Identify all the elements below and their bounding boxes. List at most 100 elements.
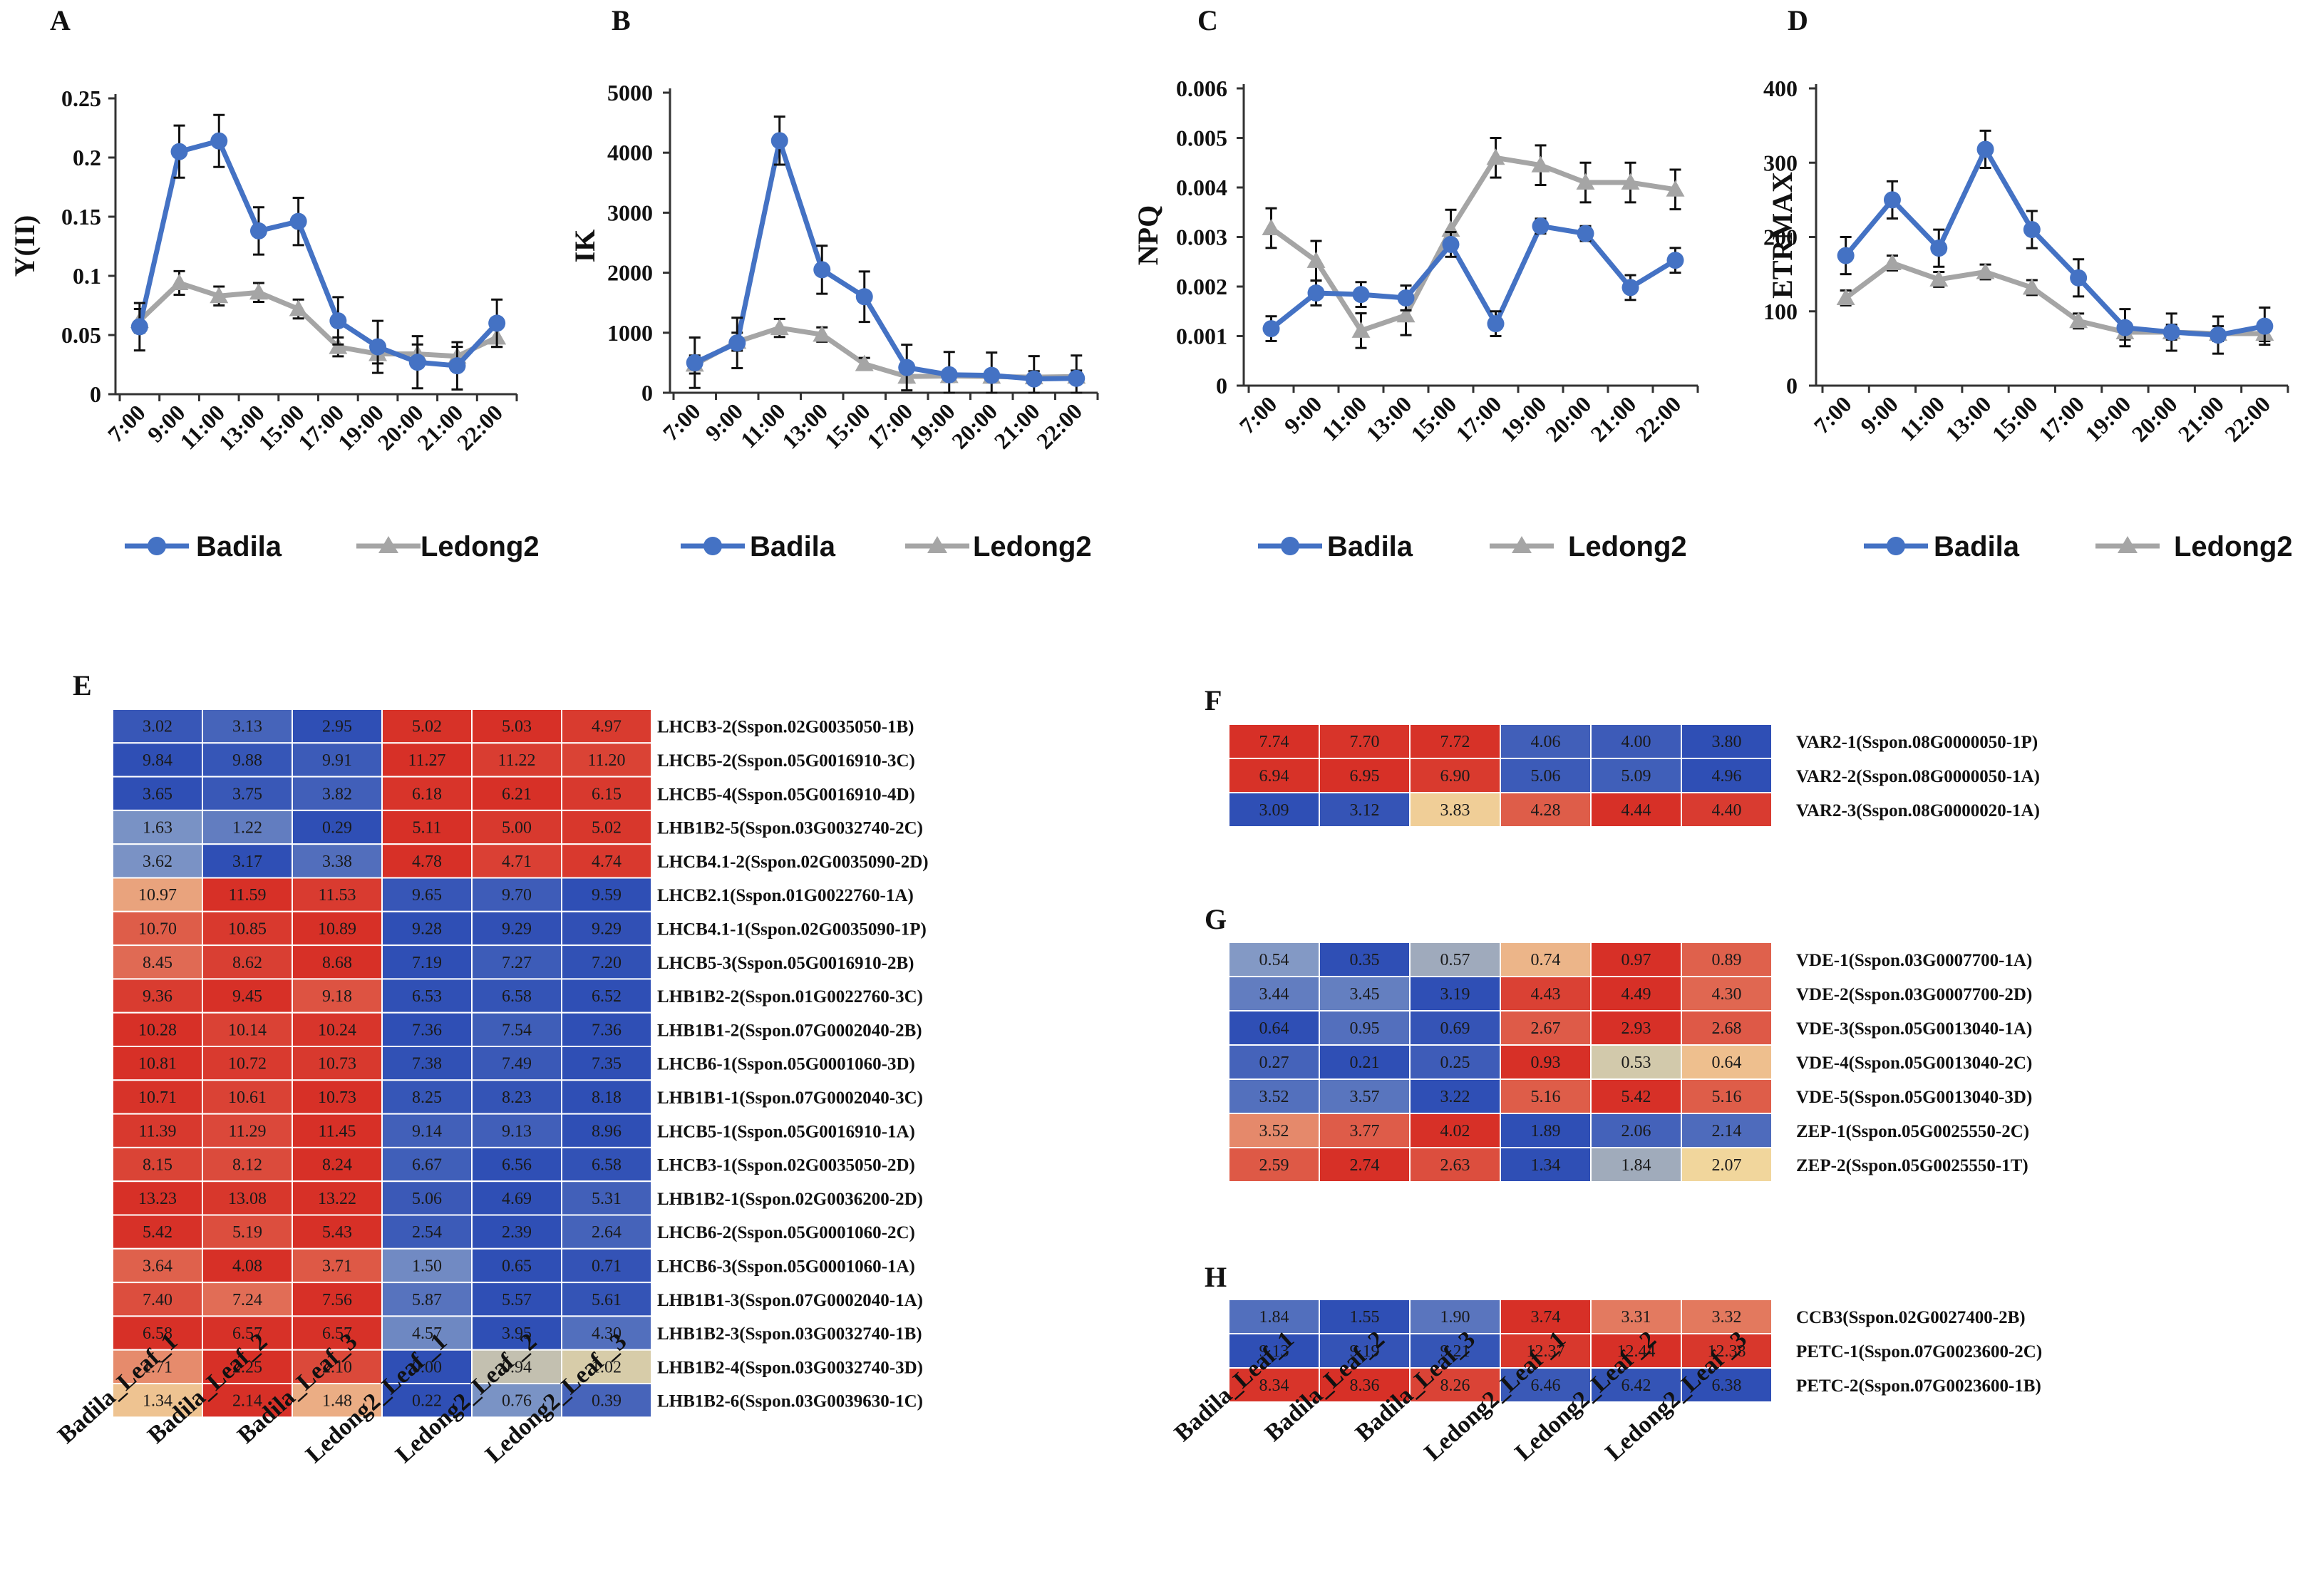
row-label: LHCB4.1-2(Sspon.02G0035090-2D) [657, 853, 929, 872]
cell-value: 0.64 [1712, 1054, 1742, 1072]
heatmap-cell [1500, 1299, 1592, 1334]
series-line [1269, 155, 1676, 334]
series-line [1844, 260, 2265, 336]
heatmap-cell [202, 1247, 293, 1284]
heatmap-row: 5.42 5.19 5.43 2.54 2.39 2.64 LHCB6-2(Sspon.05… [112, 1214, 915, 1250]
heatmap-cell [1681, 1078, 1773, 1114]
data-point [2022, 278, 2041, 295]
cell-value: 11.22 [497, 751, 535, 770]
heatmap-row: 1.71 2.25 2.10 0.00 0.94 1.02 LHB1B2-4(Sspon.0… [112, 1349, 923, 1384]
heatmap-cell [1409, 1147, 1501, 1183]
data-point [210, 287, 229, 304]
heatmap-row: 10.70 10.85 10.89 9.28 9.29 9.29 LHCB4.1-1(Ssp… [112, 910, 927, 947]
heatmap-cell [1228, 1078, 1320, 1114]
data-point [1306, 251, 1326, 268]
cell-value: 2.14 [1712, 1122, 1742, 1141]
heatmap-cell [1409, 724, 1501, 759]
y-tick-label: 0.002 [1176, 274, 1227, 299]
cell-value: 11.39 [138, 1122, 176, 1141]
cell-value: 12.44 [1617, 1342, 1656, 1361]
x-tick-label: 11:00 [736, 398, 790, 453]
cell-value: 4.28 [1531, 801, 1561, 820]
cell-value: 4.57 [412, 1324, 442, 1343]
heatmap-cell [1590, 1044, 1682, 1080]
cell-value: 4.97 [592, 718, 622, 736]
heatmap-cell [1590, 1078, 1682, 1114]
cell-value: 1.55 [1350, 1308, 1380, 1327]
data-point [1882, 253, 1902, 270]
heatmap-row: 1.34 2.14 1.48 0.22 0.76 0.39 LHB1B2-6(Sspon.0… [112, 1383, 923, 1419]
cell-value: 3.52 [1259, 1088, 1289, 1106]
cell-value: 4.00 [1621, 733, 1651, 751]
cell-value: 0.00 [412, 1358, 442, 1376]
x-tick-label: 15:00 [1987, 391, 2043, 446]
cell-value: 3.52 [1259, 1122, 1289, 1141]
cell-value: 1.89 [1531, 1122, 1561, 1141]
row-label: VDE-3(Sspon.05G0013040-1A) [1796, 1019, 2032, 1039]
x-tick-label: 13:00 [1361, 391, 1416, 446]
cell-value: 9.14 [412, 1122, 442, 1141]
cell-value: 10.85 [228, 920, 267, 938]
heatmap-cell [561, 877, 652, 912]
cell-value: 12.38 [1708, 1342, 1746, 1361]
heatmap-cell [471, 1383, 562, 1419]
x-tick-label: 22:00 [1031, 398, 1087, 453]
cell-value: 2.07 [1712, 1156, 1742, 1175]
cell-value: 3.45 [1350, 985, 1380, 1004]
x-tick-label: 22:00 [2219, 391, 2275, 446]
legend: Badila Ledong2 [125, 531, 540, 562]
y-tick-label: 0 [1216, 373, 1227, 398]
heatmap-cell [202, 877, 293, 912]
cell-value: 1.84 [1621, 1156, 1651, 1175]
cell-value: 5.57 [502, 1291, 532, 1309]
data-point [249, 283, 268, 300]
heatmap-cell [112, 1146, 203, 1183]
data-point [488, 314, 506, 332]
cell-value: 7.74 [1259, 733, 1289, 751]
row-label: PETC-1(Sspon.07G0023600-2C) [1796, 1342, 2042, 1361]
cell-value: 11.45 [318, 1122, 356, 1141]
cell-value: 4.08 [232, 1257, 262, 1275]
series-line [694, 138, 1077, 382]
x-tick-label: 20:00 [372, 399, 428, 455]
row-label: LHCB2.1(Sspon.01G0022760-1A) [657, 886, 914, 905]
heatmap-cell [202, 742, 293, 778]
heatmap-row: 8.15 8.12 8.24 6.67 6.56 6.58 LHCB3-1(Sspon.02… [112, 1146, 915, 1183]
legend-label-badila: Badila [1327, 531, 1413, 562]
heatmap-cell [1590, 758, 1682, 793]
cell-value: 10.89 [318, 920, 356, 938]
cell-value: 5.87 [412, 1291, 442, 1309]
heatmap-cell [112, 809, 203, 845]
heatmap-cell [561, 809, 652, 845]
cell-value: 6.58 [592, 1156, 622, 1175]
legend: Badila Ledong2 [1258, 531, 1687, 562]
heatmap-cell [202, 1282, 293, 1317]
heatmap-cell [471, 742, 562, 778]
row-label: LHCB5-3(Sspon.05G0016910-2B) [657, 954, 914, 973]
heatmap-cell [381, 1146, 473, 1183]
cell-value: 7.20 [592, 954, 622, 972]
heatmap-cell [112, 1180, 203, 1216]
cell-value: 9.29 [502, 920, 532, 938]
data-point [1307, 284, 1325, 302]
heatmap-cell [112, 709, 203, 744]
cell-value: 0.64 [1259, 1019, 1289, 1038]
legend-label-badila: Badila [196, 531, 282, 562]
cell-value: 0.29 [322, 819, 352, 838]
x-tick-label: 20:00 [2126, 391, 2182, 446]
heatmap-cell [1681, 942, 1773, 977]
y-tick-label: 0.1 [73, 263, 101, 289]
cell-value: 3.95 [502, 1324, 532, 1343]
heatmap-cell [561, 944, 652, 980]
legend: Badila Ledong2 [1864, 531, 2293, 562]
heatmap-cell [1319, 1010, 1411, 1046]
cell-value: 3.31 [1621, 1308, 1651, 1327]
cell-value: 0.35 [1350, 951, 1380, 969]
heatmap-cell [561, 1383, 652, 1419]
cell-value: 7.49 [502, 1055, 532, 1074]
heatmap-cell [292, 1247, 383, 1284]
row-label: LHCB3-1(Sspon.02G0035050-2D) [657, 1156, 915, 1175]
heatmap-cell [112, 1282, 203, 1317]
y-tick-label: 0.006 [1176, 76, 1227, 101]
heatmap-cell [112, 1315, 203, 1351]
